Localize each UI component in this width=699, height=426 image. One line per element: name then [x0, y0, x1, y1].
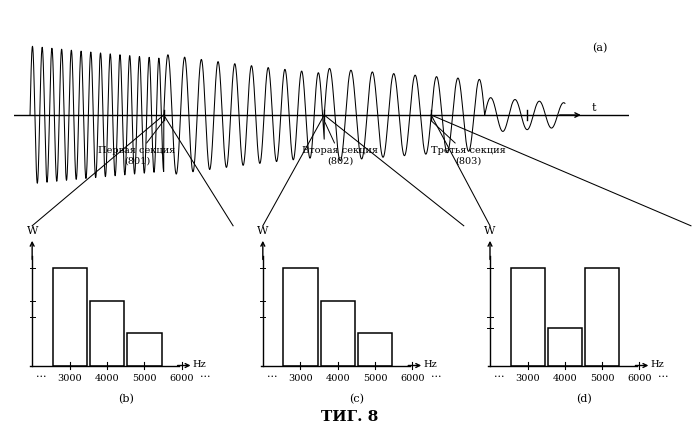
Text: 3000: 3000	[288, 374, 312, 383]
Text: ...: ...	[658, 369, 669, 379]
Text: Первая секция
(801): Первая секция (801)	[99, 121, 175, 165]
Text: 3000: 3000	[57, 374, 82, 383]
Text: 5000: 5000	[590, 374, 614, 383]
Text: 4000: 4000	[95, 374, 120, 383]
Bar	[321, 301, 355, 366]
Text: 4000: 4000	[553, 374, 577, 383]
Text: 6000: 6000	[400, 374, 424, 383]
Text: Hz: Hz	[650, 360, 664, 369]
Text: t: t	[591, 104, 596, 113]
Bar	[52, 268, 87, 366]
Bar	[283, 268, 317, 366]
Bar	[90, 301, 124, 366]
Text: ...: ...	[36, 369, 47, 379]
Bar	[358, 333, 392, 366]
Text: 4000: 4000	[326, 374, 350, 383]
Text: ΤИГ. 8: ΤИГ. 8	[321, 410, 378, 424]
Bar	[510, 268, 545, 366]
Text: Hz: Hz	[192, 360, 206, 369]
Text: (b): (b)	[118, 394, 134, 405]
Text: (d): (d)	[576, 394, 591, 405]
Text: 5000: 5000	[363, 374, 387, 383]
Text: (a): (a)	[591, 43, 607, 54]
Text: 3000: 3000	[515, 374, 540, 383]
Text: W: W	[257, 226, 268, 236]
Text: ...: ...	[267, 369, 278, 379]
Bar	[585, 268, 619, 366]
Text: 5000: 5000	[132, 374, 157, 383]
Bar	[127, 333, 161, 366]
Text: (c): (c)	[349, 394, 364, 405]
Text: W: W	[484, 226, 496, 236]
Text: 6000: 6000	[627, 374, 651, 383]
Text: Вторая секция
(802): Вторая секция (802)	[302, 121, 378, 165]
Text: ...: ...	[494, 369, 505, 379]
Text: ...: ...	[200, 369, 211, 379]
Text: 6000: 6000	[169, 374, 194, 383]
Bar	[548, 328, 582, 366]
Text: Hz: Hz	[423, 360, 437, 369]
Text: ...: ...	[431, 369, 442, 379]
Text: W: W	[27, 226, 38, 236]
Text: Третья секция
(803): Третья секция (803)	[431, 121, 506, 165]
